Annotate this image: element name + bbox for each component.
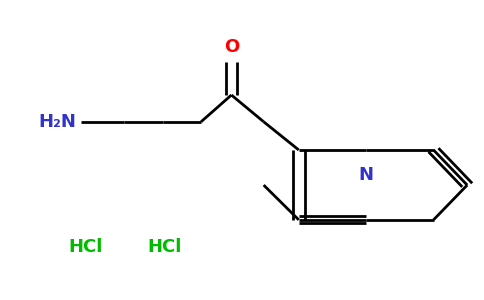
Text: HCl: HCl xyxy=(68,238,103,256)
Text: N: N xyxy=(359,166,374,184)
Text: H₂N: H₂N xyxy=(38,113,76,131)
Text: HCl: HCl xyxy=(148,238,182,256)
Text: O: O xyxy=(224,38,239,56)
